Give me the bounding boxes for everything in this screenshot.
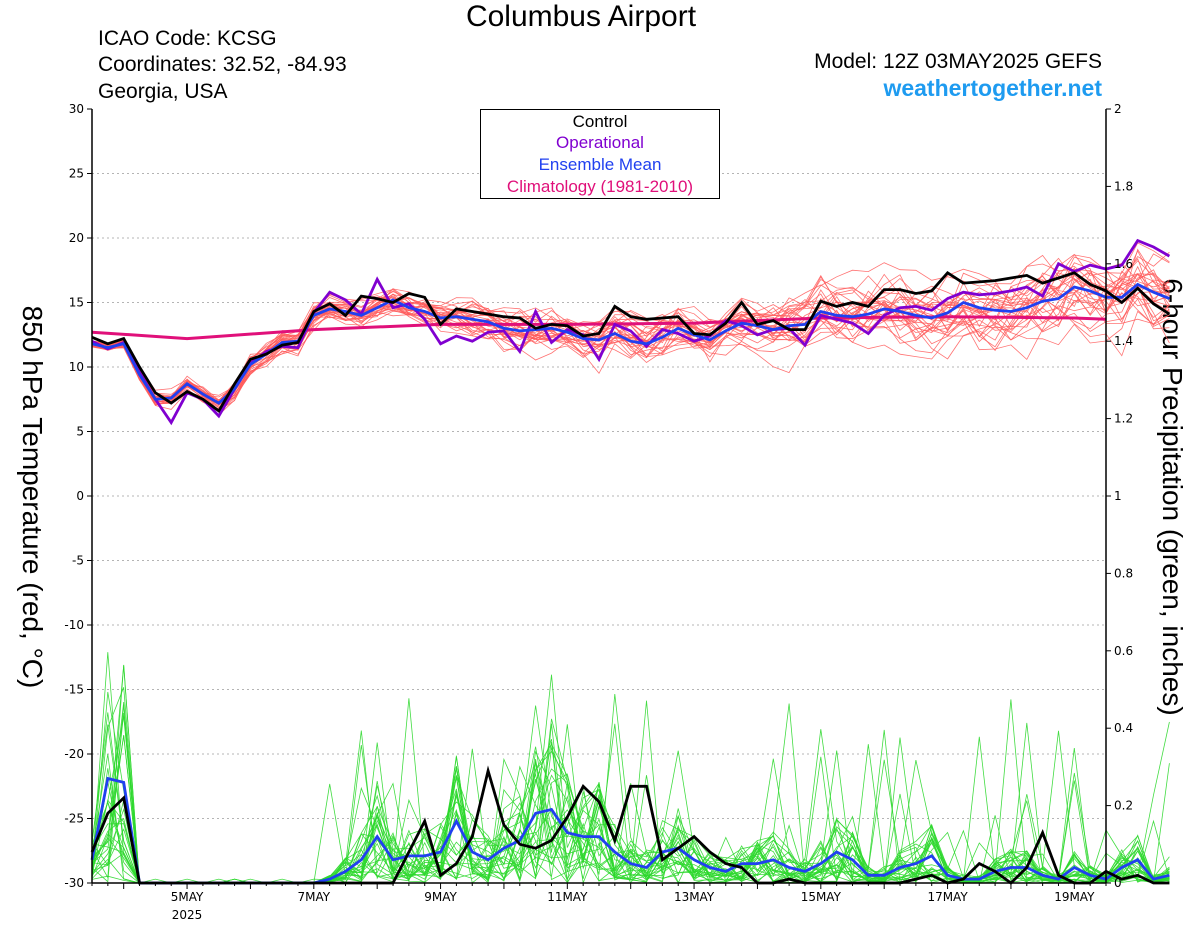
x-tick-sublabel: 2025 — [172, 908, 203, 922]
temperature-member-line — [91, 248, 1170, 409]
x-tick-label: 7MAY — [298, 890, 331, 904]
x-tick-label: 15MAY — [801, 890, 842, 904]
y2-tick-label: 1.2 — [1114, 412, 1133, 426]
y2-tick-label: 0 — [1114, 876, 1122, 890]
legend: Control Operational Ensemble Mean Climat… — [480, 109, 720, 199]
climatology-line — [91, 315, 1107, 341]
y-tick-label: -25 — [64, 812, 84, 826]
y-tick-label: 5 — [76, 425, 84, 439]
chart-title: Columbus Airport — [465, 0, 697, 33]
axes: 302520151050-5-10-15-20-25-3021.81.61.41… — [64, 102, 1133, 922]
y-tick-label: -30 — [64, 876, 84, 890]
legend-climatology: Climatology (1981-2010) — [506, 177, 694, 196]
y2-tick-label: 2 — [1114, 102, 1122, 116]
y-tick-label: -10 — [64, 618, 84, 632]
coordinates: Coordinates: 32.52, -84.93 — [98, 53, 347, 76]
y-tick-label: -5 — [72, 554, 84, 568]
y2-tick-label: 0.4 — [1114, 721, 1133, 735]
control-temperature-line — [91, 270, 1171, 413]
y-tick-label: 15 — [69, 296, 84, 310]
x-tick-label: 11MAY — [547, 890, 588, 904]
control-precip-line — [90, 765, 1170, 885]
grid-lines — [92, 173, 1106, 819]
temperature-member-line — [91, 288, 1170, 401]
brand-link[interactable]: weathertogether.net — [883, 75, 1102, 101]
y-tick-label: -20 — [64, 747, 84, 761]
x-tick-label: 5MAY — [171, 890, 204, 904]
x-tick-label: 13MAY — [674, 890, 715, 904]
location: Georgia, USA — [98, 80, 228, 103]
x-tick-label: 9MAY — [424, 890, 457, 904]
y-tick-label: 20 — [69, 231, 84, 245]
temperature-member-line — [92, 272, 1170, 411]
temperature-member-line — [91, 265, 1170, 416]
legend-control: Control — [572, 112, 628, 131]
y2-tick-label: 0.6 — [1114, 644, 1133, 658]
y2-tick-label: 0.8 — [1114, 566, 1133, 580]
y-tick-label: 10 — [69, 360, 84, 374]
y2-tick-label: 1.8 — [1114, 179, 1133, 193]
legend-operational: Operational — [556, 133, 644, 152]
model-run: Model: 12Z 03MAY2025 GEFS — [814, 50, 1102, 73]
temperature-member-line — [91, 253, 1170, 403]
icao-code: ICAO Code: KCSG — [98, 27, 277, 50]
y2-tick-label: 1.6 — [1114, 257, 1133, 271]
y-tick-label: 30 — [69, 102, 84, 116]
x-tick-label: 19MAY — [1054, 890, 1095, 904]
y2-tick-label: 0.2 — [1114, 799, 1133, 813]
precipitation-ensemble-members — [91, 652, 1170, 885]
temperature-ensemble-members — [91, 242, 1170, 416]
legend-ensemble-mean: Ensemble Mean — [538, 155, 662, 174]
y-tick-label: 0 — [76, 489, 84, 503]
y-tick-label: -15 — [64, 683, 84, 697]
y-tick-label: 25 — [69, 167, 84, 181]
precipitation-member-line — [91, 716, 1170, 884]
x-tick-label: 17MAY — [927, 890, 968, 904]
temperature-member-line — [91, 285, 1170, 401]
precipitation-member-line — [91, 652, 1170, 884]
y2-tick-label: 1.4 — [1114, 334, 1133, 348]
y2-tick-label: 1 — [1114, 489, 1122, 503]
